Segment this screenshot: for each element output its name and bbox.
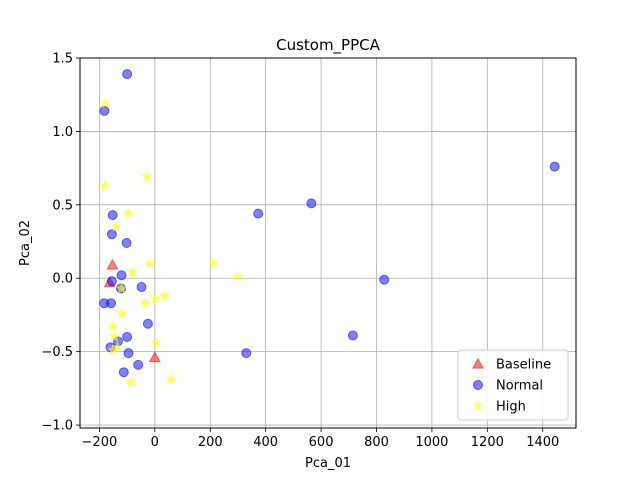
high-point bbox=[99, 97, 111, 109]
high-point bbox=[116, 282, 128, 294]
normal-point bbox=[107, 210, 118, 221]
high-point bbox=[116, 307, 128, 319]
y-tick-label: −1.0 bbox=[41, 419, 73, 434]
normal-point bbox=[549, 161, 560, 172]
high-point bbox=[140, 297, 152, 308]
plot-frame bbox=[79, 57, 577, 429]
high-point bbox=[125, 376, 137, 388]
x-tick-label: 1000 bbox=[415, 435, 448, 450]
y-tick-label: 0.5 bbox=[52, 198, 73, 213]
normal-point bbox=[347, 330, 358, 341]
normal-point bbox=[142, 318, 153, 329]
x-tick-label: −200 bbox=[82, 435, 118, 450]
high-point bbox=[107, 320, 119, 332]
y-tick-label: 1.5 bbox=[52, 52, 73, 67]
x-tick-label: 400 bbox=[253, 435, 278, 450]
high-point bbox=[144, 257, 156, 269]
high-point bbox=[110, 221, 122, 232]
axis-ticks: −200 0 200 400 600 800 1000 1200 1400 −1.0 −0.5 0.0… bbox=[41, 52, 559, 451]
normal-point bbox=[123, 348, 134, 359]
high-point bbox=[109, 331, 121, 342]
normal-point bbox=[99, 105, 110, 116]
chart-title: Custom_PPCA bbox=[276, 36, 381, 55]
normal-point bbox=[122, 331, 133, 342]
normal-point bbox=[379, 274, 390, 285]
normal-point bbox=[133, 359, 144, 370]
high-point bbox=[122, 207, 134, 219]
high-point bbox=[111, 341, 123, 352]
normal-point bbox=[306, 198, 317, 209]
high-point bbox=[99, 179, 111, 191]
high-point bbox=[165, 373, 177, 385]
normal-point bbox=[116, 270, 127, 281]
high-point bbox=[127, 266, 139, 278]
high-point bbox=[150, 337, 162, 348]
normal-point bbox=[253, 208, 264, 219]
baseline-point bbox=[106, 258, 119, 270]
x-tick-label: 200 bbox=[198, 435, 223, 450]
normal-point bbox=[241, 348, 252, 359]
normal-point bbox=[121, 238, 132, 248]
normal-point bbox=[136, 282, 147, 293]
x-axis-label: Pca_01 bbox=[305, 456, 351, 471]
legend-label-baseline: Baseline bbox=[496, 358, 551, 373]
x-tick-label: 1200 bbox=[471, 435, 504, 450]
y-tick-label: −0.5 bbox=[41, 345, 73, 360]
y-tick-label: 1.0 bbox=[52, 125, 73, 140]
legend-label-high: High bbox=[496, 400, 526, 415]
legend: Baseline Normal High bbox=[457, 349, 569, 421]
normal-point bbox=[106, 276, 117, 287]
legend-box bbox=[457, 349, 569, 421]
legend-label-normal: Normal bbox=[496, 379, 543, 394]
legend-marker-baseline bbox=[471, 357, 485, 369]
high-point bbox=[232, 270, 244, 282]
legend-marker-normal bbox=[473, 380, 483, 390]
normal-point bbox=[118, 367, 129, 378]
normal-point bbox=[106, 229, 117, 240]
x-tick-label: 0 bbox=[151, 435, 159, 450]
high-point bbox=[208, 257, 220, 269]
data-points bbox=[99, 69, 560, 388]
x-tick-label: 600 bbox=[309, 435, 334, 450]
x-tick-label: 1400 bbox=[526, 435, 559, 450]
high-point bbox=[159, 290, 171, 301]
high-point bbox=[150, 293, 162, 304]
normal-point bbox=[106, 298, 117, 309]
y-axis-label: Pca_02 bbox=[18, 220, 33, 266]
y-tick-label: 0.0 bbox=[52, 272, 73, 287]
baseline-point bbox=[148, 351, 161, 363]
legend-marker-high bbox=[472, 400, 484, 411]
normal-point bbox=[122, 69, 133, 80]
x-tick-label: 800 bbox=[364, 435, 389, 450]
high-point bbox=[141, 171, 153, 182]
